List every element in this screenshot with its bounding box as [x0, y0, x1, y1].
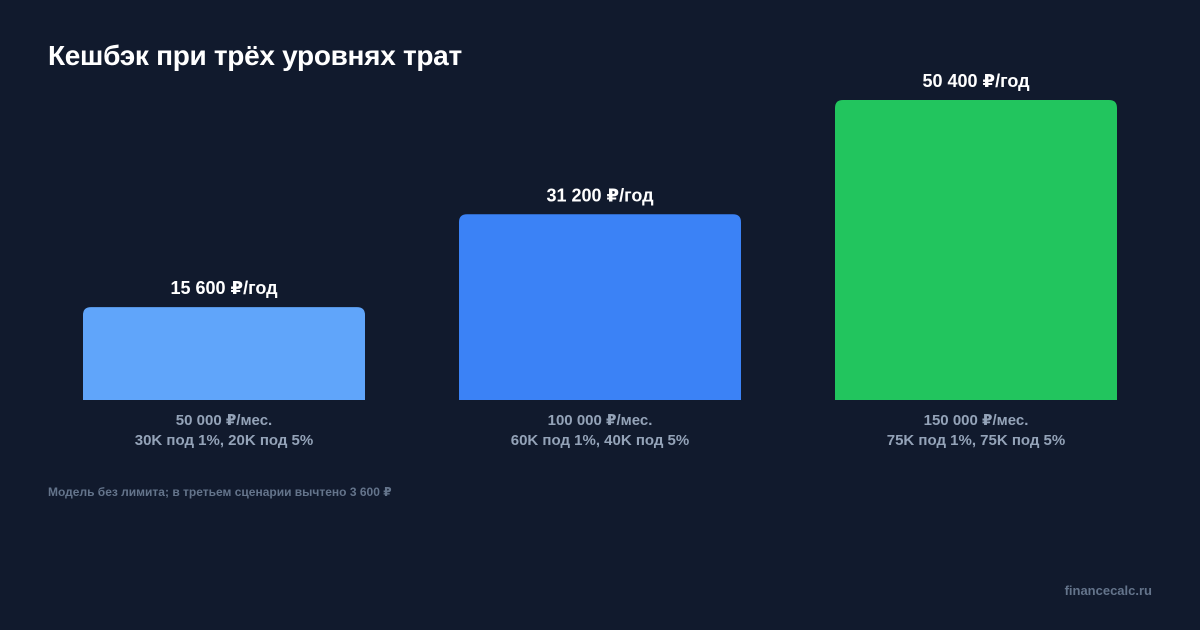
bar-value-label-1: 15 600 ₽/год	[170, 278, 278, 298]
bar-2	[459, 214, 741, 400]
bar-value-label-2: 31 200 ₽/год	[546, 185, 654, 205]
bar-value-label-3: 50 400 ₽/год	[922, 71, 1030, 91]
category-label-1-line-1: 50 000 ₽/мес.	[176, 412, 272, 429]
brand-watermark[interactable]: financecalc.ru	[1064, 583, 1152, 598]
category-label-3-line-1: 150 000 ₽/мес.	[924, 412, 1029, 429]
chart-title: Кешбэк при трёх уровнях трат	[48, 40, 462, 71]
bar-1	[83, 307, 365, 400]
category-label-2-line-1: 100 000 ₽/мес.	[548, 412, 653, 429]
category-label-3-line-2: 75K под 1%, 75K под 5%	[887, 432, 1066, 449]
bar-3	[835, 100, 1117, 400]
category-label-2-line-2: 60K под 1%, 40K под 5%	[511, 432, 690, 449]
footnote: Модель без лимита; в третьем сценарии вы…	[48, 485, 392, 499]
category-label-1-line-2: 30K под 1%, 20K под 5%	[135, 432, 314, 449]
